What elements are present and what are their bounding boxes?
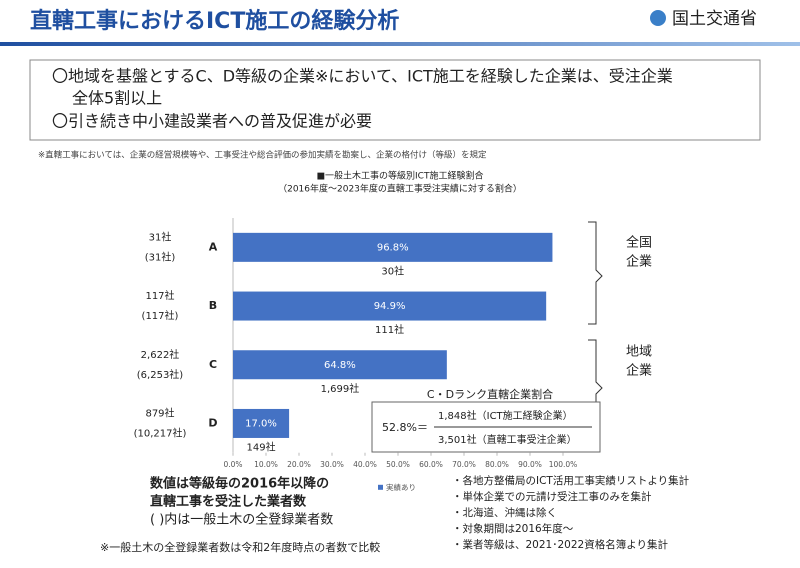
left-label: (10,217社) xyxy=(134,426,187,439)
footnote: ※一般土木の全登録業者数は令和2年度時点の者数で比較 xyxy=(100,540,380,554)
group-label: 全国 xyxy=(626,235,652,251)
firm-count: 111社 xyxy=(375,323,404,336)
logo: 国土交通省 xyxy=(672,9,757,29)
summary-line: 〇引き続き中小建設業者への普及促進が必要 xyxy=(52,112,372,131)
left-label: (31社) xyxy=(145,250,176,263)
x-tick-label: 100.0% xyxy=(549,460,578,469)
category-label: B xyxy=(209,299,217,312)
legend-note: ( )内は一般土木の全登録業者数 xyxy=(150,512,333,528)
ratio-title: C・Dランク直轄企業割合 xyxy=(427,387,553,401)
ratio-value: 52.8%＝ xyxy=(382,421,428,434)
source-line: ・各地方整備局のICT活用工事実績リストより集計 xyxy=(452,474,690,487)
value-label: 96.8% xyxy=(377,242,409,253)
value-label: 94.9% xyxy=(374,301,406,312)
x-tick-label: 0.0% xyxy=(223,460,242,469)
value-label: 17.0% xyxy=(245,418,277,429)
x-tick-label: 70.0% xyxy=(452,460,476,469)
legend-label: 実績あり xyxy=(386,482,416,492)
bar xyxy=(233,291,547,321)
left-label: 117社 xyxy=(145,289,174,302)
bar xyxy=(233,232,553,262)
group-label: 地域 xyxy=(626,345,652,360)
x-tick-label: 40.0% xyxy=(353,460,377,469)
legend-note: 直轄工事を受注した業者数 xyxy=(150,494,307,510)
bar xyxy=(233,408,290,438)
category-label: C xyxy=(209,358,217,371)
bracket xyxy=(588,221,603,325)
group-label: 企業 xyxy=(626,363,652,379)
category-label: A xyxy=(209,240,218,253)
value-label: 64.8% xyxy=(324,360,356,371)
x-tick-label: 10.0% xyxy=(254,460,278,469)
source-line: ・業者等級は、2021･2022資格名簿より集計 xyxy=(452,538,668,551)
legend-note: 数値は等級毎の2016年以降の xyxy=(150,476,329,492)
x-tick-label: 80.0% xyxy=(485,460,509,469)
left-label: 879社 xyxy=(145,406,174,419)
chart-subtitle: （2016年度～2023年度の直轄工事受注実績に対する割合） xyxy=(278,183,522,195)
x-tick-label: 30.0% xyxy=(320,460,344,469)
firm-count: 30社 xyxy=(381,264,404,277)
legend-swatch xyxy=(378,484,383,490)
group-label: 企業 xyxy=(626,254,652,270)
firm-count: 149社 xyxy=(247,440,276,453)
x-tick-label: 20.0% xyxy=(287,460,311,469)
source-line: ・単体企業での元請け受注工事のみを集計 xyxy=(452,490,652,503)
left-label: 31社 xyxy=(149,230,172,243)
logo-icon xyxy=(650,10,666,26)
left-label: (6,253社) xyxy=(137,368,184,381)
left-label: 2,622社 xyxy=(141,348,180,361)
left-label: (117社) xyxy=(142,309,179,322)
x-tick-label: 60.0% xyxy=(419,460,443,469)
category-label: D xyxy=(208,416,217,429)
ratio-numerator: 1,848社（ICT施工経験企業） xyxy=(438,409,573,422)
bar xyxy=(233,350,447,380)
title: 直轄工事におけるICT施工の経験分析 xyxy=(30,8,399,34)
title-rule xyxy=(0,42,800,46)
source-line: ・対象期間は2016年度～ xyxy=(452,522,574,535)
firm-count: 1,699社 xyxy=(321,382,360,395)
x-tick-label: 90.0% xyxy=(518,460,542,469)
summary-box xyxy=(29,59,761,141)
summary-line: 〇地域を基盤とするC、D等級の企業※において、ICT施工を経験した企業は、受注企… xyxy=(52,67,673,86)
source-line: ・北海道、沖縄は除く xyxy=(452,506,557,519)
ratio-denominator: 3,501社（直轄工事受注企業） xyxy=(438,433,577,446)
chart-title: ■一般土木工事の等級別ICT施工経験割合 xyxy=(317,170,484,182)
note: ※直轄工事においては、企業の経営規模等や、工事受注や総合評価の参加実績を勘案し、… xyxy=(38,150,487,161)
x-tick-label: 50.0% xyxy=(386,460,410,469)
summary-line: 全体5割以上 xyxy=(72,89,162,108)
